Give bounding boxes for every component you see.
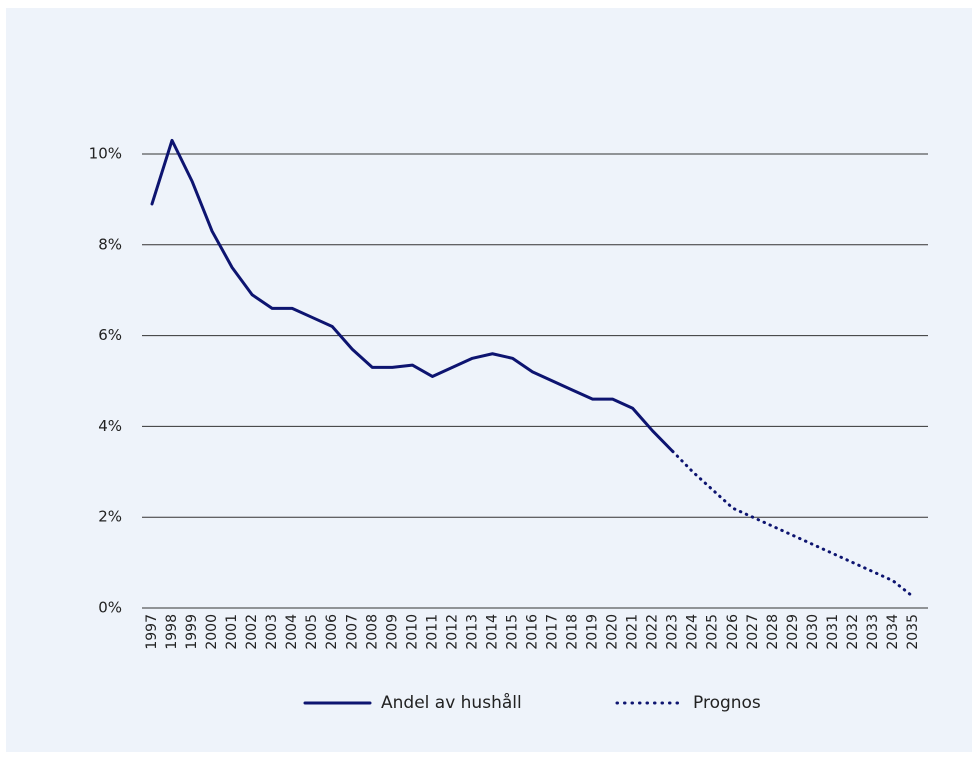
x-tick-label: 2002 [244,614,260,650]
x-tick-label: 2014 [484,614,500,650]
x-tick-label: 2023 [665,614,681,650]
line [671,449,915,599]
x-tick-label: 2008 [364,614,380,650]
x-tick-label: 2021 [625,614,641,650]
x-tick-label: 2029 [785,614,801,650]
x-tick-label: 2004 [284,614,300,650]
legend-label: Andel av hushåll [381,692,522,713]
x-tick-label: 2005 [304,614,320,650]
x-tick-label: 2027 [745,614,761,650]
panel [6,8,972,752]
x-tick-label: 2009 [384,614,400,650]
x-tick-label: 2017 [545,614,561,650]
x-tick-label: 2028 [765,614,781,650]
x-tick-label: 2003 [264,614,280,650]
x-tick-label: 2031 [825,614,841,650]
x-tick-label: 2001 [224,614,240,650]
x-tick-label: 2020 [605,614,621,650]
x-tick-label: 1997 [144,614,160,650]
legend-label: Prognos [693,693,761,713]
y-tick-label: 0% [98,599,122,617]
x-tick-label: 2032 [845,614,861,650]
x-tick-label: 2033 [865,614,881,650]
x-tick-label: 2019 [585,614,601,650]
x-tick-label: 2035 [905,614,921,650]
x-tick-label: 2016 [525,614,541,650]
x-tick-label: 2030 [805,614,821,650]
x-tick-label: 2007 [344,614,360,650]
y-tick-label: 10% [89,145,122,163]
y-tick-label: 2% [98,508,122,526]
x-tick-label: 2034 [885,614,901,650]
x-tick-label: 1998 [164,614,180,650]
x-tick-label: 2018 [565,614,581,650]
y-tick-label: 4% [98,417,122,435]
x-tick-label: 1999 [184,614,200,650]
x-tick-label: 2011 [424,614,440,650]
x-tick-label: 2025 [705,614,721,650]
x-tick-label: 2006 [324,614,340,650]
x-tick-label: 2022 [645,614,661,650]
x-tick-label: 2000 [204,614,220,650]
x-tick-label: 2024 [685,614,701,650]
y-tick-label: 6% [98,326,122,344]
x-tick-label: 2012 [444,614,460,650]
y-tick-label: 8% [98,235,122,253]
x-tick-label: 2015 [504,614,520,650]
x-tick-label: 2026 [725,614,741,650]
x-tick-label: 2010 [404,614,420,650]
x-tick-label: 2013 [464,614,480,650]
line [150,138,675,453]
